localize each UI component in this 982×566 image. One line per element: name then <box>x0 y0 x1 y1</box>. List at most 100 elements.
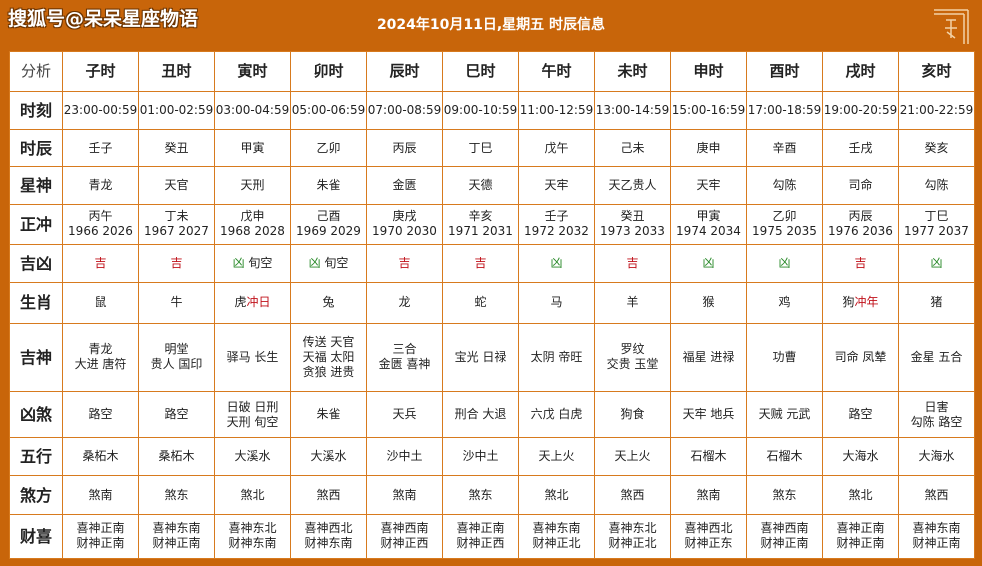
row-label-xingshen: 星神 <box>9 165 63 205</box>
cell-caixi: 喜神西北 财神东南 <box>290 513 367 560</box>
zodiac-animal: 牛 <box>170 295 183 310</box>
cell-jixiong: 凶 <box>746 244 823 284</box>
cell-jixiong: 吉 <box>62 244 139 284</box>
clash-note: 冲年 <box>854 295 879 310</box>
cell-line: 金匮 喜神 <box>378 357 431 372</box>
cell-line: 太阴 帝旺 <box>530 349 583 364</box>
cell-shafang: 煞北 <box>214 475 291 515</box>
cell-line: 1972 2032 <box>524 224 589 239</box>
cell-jishen: 驿马 长生 <box>214 322 291 392</box>
hour-header: 午时 <box>518 50 595 93</box>
cell-line: 福星 进禄 <box>682 349 735 364</box>
cell-shichen: 庚申 <box>670 129 747 167</box>
cell-jishen: 功曹 <box>746 322 823 392</box>
cell-jixiong: 吉 <box>822 244 899 284</box>
row-label-shike: 时刻 <box>9 91 63 131</box>
row-label-wuxing: 五行 <box>9 437 63 477</box>
table-header-row: 分析 子时 丑时 寅时 卯时 辰时 巳时 午时 未时 申时 酉时 戌时 亥时 <box>9 50 975 93</box>
hour-header: 酉时 <box>746 50 823 93</box>
cell-shengxiao: 兔 <box>290 282 367 324</box>
cell-line: 明堂 <box>164 342 189 357</box>
zodiac-animal: 羊 <box>626 295 639 310</box>
cell-caixi: 喜神东南 财神正北 <box>518 513 595 560</box>
cell-shike: 05:00-06:59 <box>290 91 367 131</box>
row-shichen: 时辰 壬子 癸丑 甲寅 乙卯 丙辰 丁巳 戊午 己未 庚申 辛酉 壬戌 癸亥 <box>9 129 975 167</box>
cell-caixi: 喜神东南 财神正南 <box>138 513 215 560</box>
fortune-mark: 凶 <box>550 256 563 271</box>
fortune-mark: 吉 <box>398 256 411 271</box>
cell-xingshen: 天德 <box>442 165 519 205</box>
cell-line: 罗纹 <box>620 342 645 357</box>
cell-shengxiao: 猪 <box>898 282 975 324</box>
cell-shichen: 辛酉 <box>746 129 823 167</box>
row-xiongsha: 凶煞 路空 路空 日破 日刑 天刑 旬空 朱雀 天兵 刑合 大退 六戊 白虎 狗食 天牢 地兵 天贼 … <box>9 390 975 439</box>
cell-shengxiao: 蛇 <box>442 282 519 324</box>
cell-line: 1973 2033 <box>600 224 665 239</box>
cell-line: 丙辰 <box>848 209 873 224</box>
zodiac-animal: 马 <box>550 295 563 310</box>
hour-header: 亥时 <box>898 50 975 93</box>
cell-caixi: 喜神正南 财神正南 <box>62 513 139 560</box>
cell-line: 喜神正南 <box>456 521 505 536</box>
cell-caixi: 喜神正南 财神正南 <box>822 513 899 560</box>
row-jishen: 吉神 青龙 大进 唐符 明堂 贵人 国印 驿马 长生 传送 天官 天福 太阳 贪狼 进贵 三合 金匮… <box>9 322 975 392</box>
cell-line: 朱雀 <box>316 407 341 422</box>
cell-line: 功曹 <box>772 349 797 364</box>
zodiac-animal: 狗 <box>842 295 855 310</box>
cell-line: 传送 天官 <box>302 334 355 349</box>
cell-line: 喜神西北 <box>304 521 353 536</box>
cell-line: 贪狼 进贵 <box>302 364 355 379</box>
cell-xiongsha: 路空 <box>62 390 139 439</box>
cell-line: 天福 太阳 <box>302 349 355 364</box>
row-label-caixi: 财喜 <box>9 513 63 560</box>
cell-zhengchong: 丁未 1967 2027 <box>138 203 215 246</box>
ornamental-corner-icon <box>934 9 969 44</box>
cell-line: 庚戌 <box>392 209 417 224</box>
row-zhengchong: 正冲 丙午 1966 2026 丁未 1967 2027 戊申 1968 2028 己酉 196… <box>9 203 975 246</box>
cell-line: 财神正南 <box>836 536 885 551</box>
cell-wuxing: 大海水 <box>822 437 899 477</box>
row-label-shengxiao: 生肖 <box>9 282 63 324</box>
zodiac-animal: 鼠 <box>94 295 107 310</box>
cell-jixiong: 吉 <box>138 244 215 284</box>
cell-line: 丙午 <box>88 209 113 224</box>
cell-line: 喜神正南 <box>76 521 125 536</box>
cell-wuxing: 天上火 <box>518 437 595 477</box>
cell-zhengchong: 庚戌 1970 2030 <box>366 203 443 246</box>
cell-shichen: 乙卯 <box>290 129 367 167</box>
cell-xingshen: 金匮 <box>366 165 443 205</box>
cell-line: 财神正南 <box>912 536 961 551</box>
row-label-jishen: 吉神 <box>9 322 63 392</box>
row-label-zhengchong: 正冲 <box>9 203 63 246</box>
cell-line: 天刑 旬空 <box>226 414 279 429</box>
header-bar: 搜狐号@呆呆星座物语 2024年10月11日,星期五 时辰信息 <box>0 0 982 50</box>
cell-wuxing: 大溪水 <box>214 437 291 477</box>
cell-line: 壬子 <box>544 209 569 224</box>
cell-wuxing: 石榴木 <box>670 437 747 477</box>
row-jixiong: 吉凶吉吉凶 旬空凶 旬空吉吉凶吉凶凶吉凶 <box>9 244 975 284</box>
cell-shafang: 煞西 <box>290 475 367 515</box>
zodiac-animal: 龙 <box>398 295 411 310</box>
cell-shengxiao: 牛 <box>138 282 215 324</box>
cell-line: 财神正东 <box>684 536 733 551</box>
cell-caixi: 喜神正南 财神正西 <box>442 513 519 560</box>
cell-shike: 15:00-16:59 <box>670 91 747 131</box>
cell-xingshen: 天刑 <box>214 165 291 205</box>
row-label-shafang: 煞方 <box>9 475 63 515</box>
cell-jishen: 太阴 帝旺 <box>518 322 595 392</box>
cell-shafang: 煞东 <box>138 475 215 515</box>
hour-header: 申时 <box>670 50 747 93</box>
cell-line: 喜神西南 <box>380 521 429 536</box>
cell-zhengchong: 壬子 1972 2032 <box>518 203 595 246</box>
cell-shafang: 煞北 <box>518 475 595 515</box>
cell-jishen: 宝光 日禄 <box>442 322 519 392</box>
cell-jixiong: 凶 <box>518 244 595 284</box>
cell-xingshen: 勾陈 <box>898 165 975 205</box>
row-label-xiongsha: 凶煞 <box>9 390 63 439</box>
cell-line: 日破 日刑 <box>226 399 279 414</box>
cell-xiongsha: 路空 <box>138 390 215 439</box>
cell-line: 天兵 <box>392 407 417 422</box>
cell-wuxing: 桑柘木 <box>62 437 139 477</box>
hour-header: 戌时 <box>822 50 899 93</box>
